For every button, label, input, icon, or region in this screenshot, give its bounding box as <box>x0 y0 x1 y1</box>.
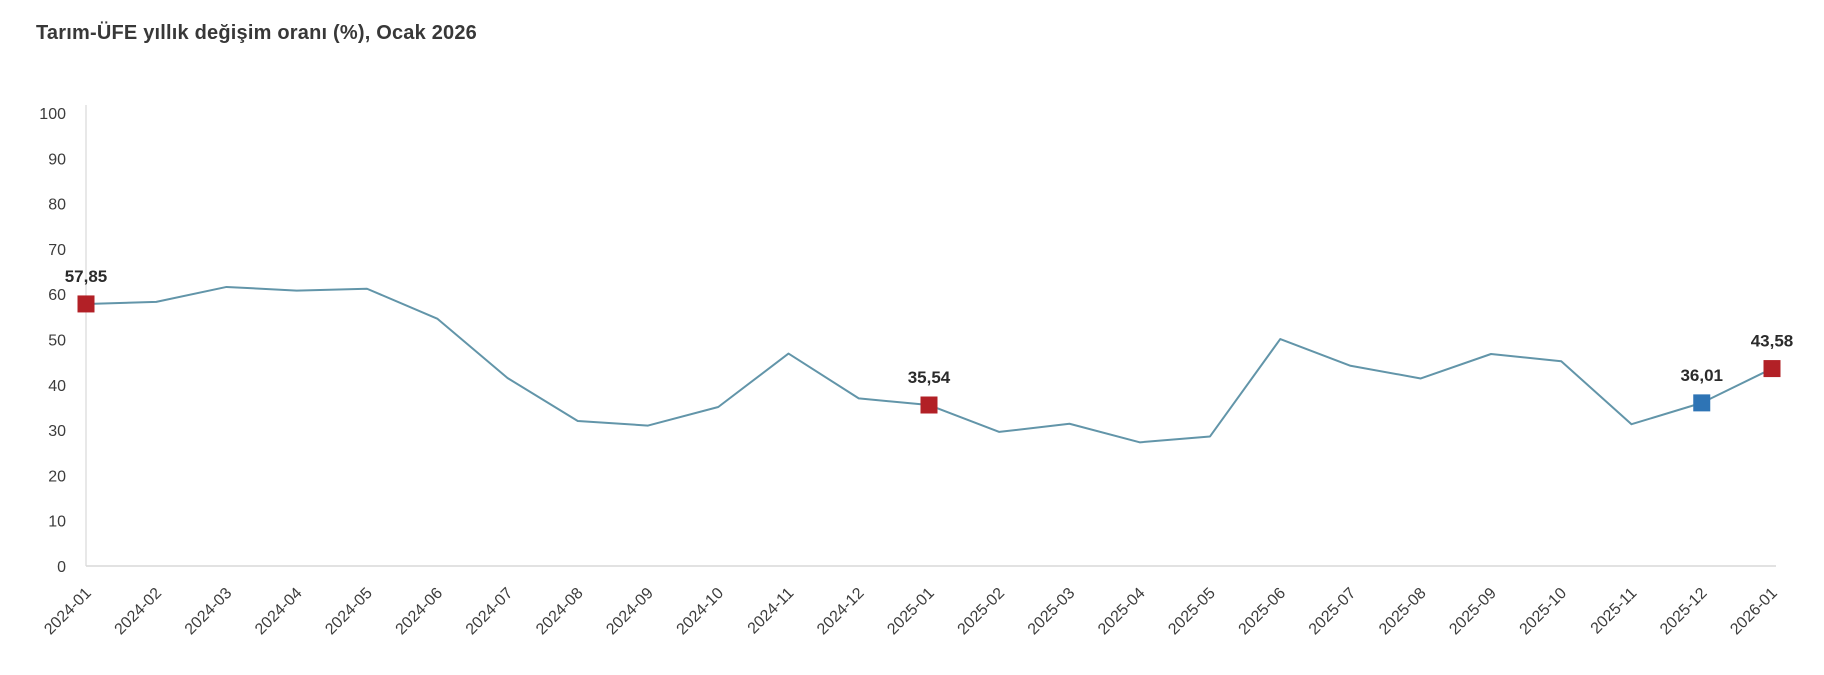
x-tick-label: 2024-05 <box>322 585 376 639</box>
marker-2026-01 <box>1763 360 1781 378</box>
marker-2024-01 <box>77 295 95 313</box>
x-tick-label: 2025-04 <box>1095 585 1149 639</box>
x-tick-label: 2025-09 <box>1446 585 1500 639</box>
y-tick-label: 60 <box>48 287 66 304</box>
x-tick-label: 2025-05 <box>1165 585 1219 639</box>
marker-2025-12 <box>1693 394 1711 412</box>
marker-value-label-2025-01: 35,54 <box>908 368 951 387</box>
x-tick-label: 2025-08 <box>1376 585 1430 639</box>
y-tick-label: 90 <box>48 151 66 168</box>
x-tick-label: 2025-02 <box>955 585 1009 639</box>
x-tick-label: 2025-07 <box>1306 585 1360 639</box>
x-tick-label: 2025-01 <box>884 585 938 639</box>
y-tick-label: 10 <box>48 514 66 531</box>
x-tick-label: 2024-08 <box>533 585 587 639</box>
x-tick-label: 2024-06 <box>393 585 447 639</box>
x-tick-label: 2024-10 <box>674 585 728 639</box>
x-tick-label: 2024-03 <box>182 585 236 639</box>
y-tick-label: 100 <box>39 106 66 123</box>
x-tick-label: 2024-02 <box>112 585 166 639</box>
x-tick-label: 2026-01 <box>1727 585 1781 639</box>
x-tick-label: 2024-01 <box>41 585 95 639</box>
x-tick-label: 2024-11 <box>745 585 798 638</box>
x-tick-label: 2025-11 <box>1588 585 1641 638</box>
y-tick-label: 20 <box>48 468 66 485</box>
x-tick-label: 2025-03 <box>1025 585 1079 639</box>
y-tick-label: 0 <box>57 559 66 576</box>
marker-value-label-2026-01: 43,58 <box>1751 332 1794 351</box>
marker-2025-01 <box>920 396 938 414</box>
x-tick-label: 2025-12 <box>1657 585 1711 639</box>
marker-value-label-2025-12: 36,01 <box>1680 366 1723 385</box>
x-tick-label: 2025-06 <box>1236 585 1290 639</box>
x-tick-label: 2024-12 <box>814 585 868 639</box>
x-tick-label: 2025-10 <box>1517 585 1571 639</box>
x-tick-label: 2024-04 <box>252 585 306 639</box>
y-tick-label: 40 <box>48 378 66 395</box>
marker-value-label-2024-01: 57,85 <box>65 267 108 286</box>
chart-title: Tarım-ÜFE yıllık değişim oranı (%), Ocak… <box>36 22 478 44</box>
series-line <box>85 285 1773 444</box>
y-tick-label: 70 <box>48 242 66 259</box>
x-tick-label: 2024-07 <box>463 585 517 639</box>
x-tick-label: 2024-09 <box>603 585 657 639</box>
y-tick-label: 50 <box>48 333 66 350</box>
y-tick-label: 30 <box>48 423 66 440</box>
y-tick-label: 80 <box>48 197 66 214</box>
